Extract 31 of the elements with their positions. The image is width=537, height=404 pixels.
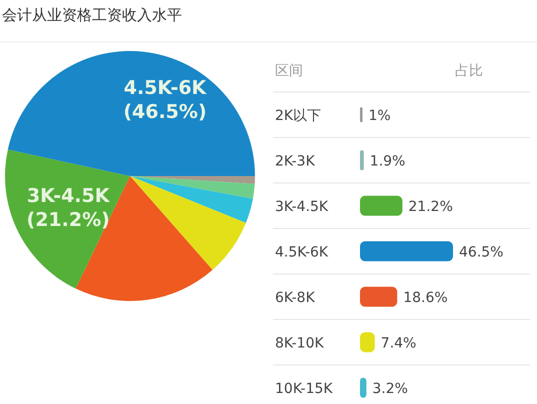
data-label: (46.5%) bbox=[123, 101, 207, 123]
data-label: 3.2% bbox=[372, 380, 408, 397]
y-tick-label: 3K-4.5K bbox=[275, 198, 329, 215]
bar bbox=[360, 332, 375, 352]
y-tick-label: 8K-10K bbox=[275, 335, 324, 352]
y-tick-label: 10K-15K bbox=[275, 380, 334, 397]
bar bbox=[360, 241, 453, 262]
bar bbox=[360, 196, 402, 216]
y-tick-label: 2K以下 bbox=[275, 108, 322, 124]
pie-slice bbox=[130, 176, 253, 223]
data-label: (21.2%) bbox=[26, 209, 110, 232]
bar bbox=[360, 378, 366, 398]
data-label: 1% bbox=[368, 108, 391, 124]
data-label: 46.5% bbox=[459, 244, 504, 260]
bar bbox=[360, 286, 398, 307]
pie-slice bbox=[130, 176, 255, 199]
data-label: 7.4% bbox=[380, 335, 416, 352]
data-label: 21.2% bbox=[408, 198, 453, 215]
y-tick-label: 2K-3K bbox=[275, 153, 316, 170]
bar bbox=[360, 150, 364, 170]
pie-slice bbox=[130, 176, 246, 270]
slice-label: 3K-4.5K bbox=[26, 185, 111, 208]
slice-label: 4.5K-6K bbox=[124, 77, 208, 99]
y-tick-label: 6K-8K bbox=[275, 290, 316, 306]
chart-title: 会计从业资格工资收入水平 bbox=[2, 6, 182, 24]
data-label: 18.6% bbox=[403, 290, 448, 306]
pie-slice bbox=[8, 51, 255, 176]
y-tick-label: 4.5K-6K bbox=[275, 244, 329, 260]
data-label: 1.9% bbox=[370, 153, 406, 170]
text: 占比 bbox=[455, 63, 483, 79]
text: 区间 bbox=[275, 63, 303, 79]
